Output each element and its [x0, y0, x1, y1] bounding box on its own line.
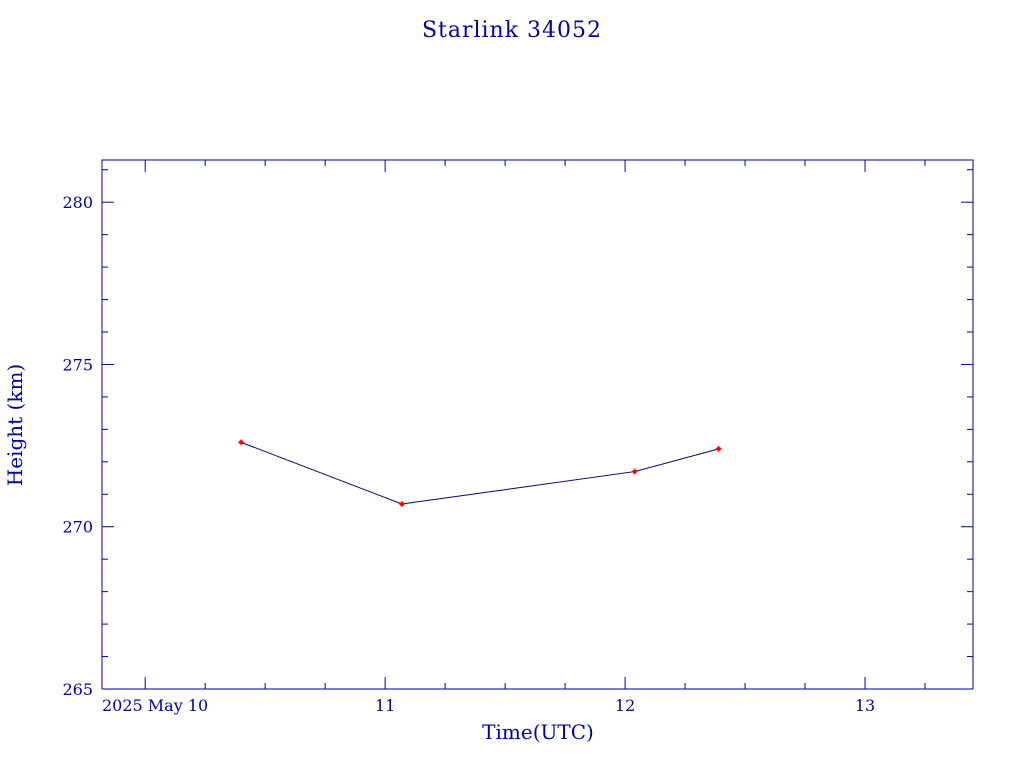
- chart-title: Starlink 34052: [422, 18, 602, 43]
- x-axis-label: Time(UTC): [482, 720, 594, 744]
- series-layer: [238, 439, 722, 508]
- data-point: [238, 439, 245, 446]
- x-tick-label: 13: [855, 696, 875, 715]
- series-line: [240, 441, 719, 505]
- x-tick-label: 2025 May 10: [102, 696, 208, 715]
- x-tick-label: 12: [615, 696, 635, 715]
- data-point: [398, 501, 405, 508]
- y-tick-label: 280: [62, 193, 93, 212]
- y-tick-label: 275: [62, 355, 93, 374]
- data-point: [715, 445, 722, 452]
- y-axis-label: Height (km): [3, 364, 27, 486]
- axis-ticks: [102, 160, 973, 690]
- data-point: [631, 468, 638, 475]
- y-tick-label: 270: [62, 518, 93, 537]
- tick-labels: 2025 May 10 11 12 13 265 270 275 280: [62, 193, 875, 715]
- plot-frame: [101, 159, 974, 690]
- x-tick-label: 11: [375, 696, 395, 715]
- y-tick-label: 265: [62, 680, 93, 699]
